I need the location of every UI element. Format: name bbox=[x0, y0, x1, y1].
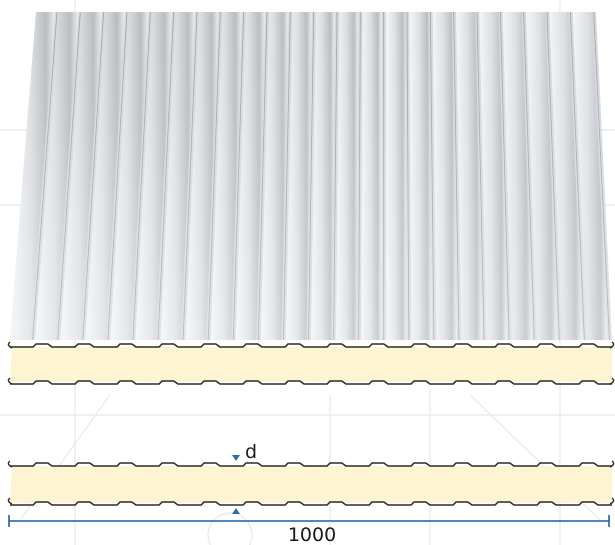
section-bottom-edge bbox=[10, 501, 612, 506]
core-body-section bbox=[10, 466, 612, 503]
width-label: 1000 bbox=[288, 524, 336, 545]
core-bottom-edge-upper bbox=[10, 380, 612, 385]
thickness-arrow-bottom bbox=[232, 508, 240, 514]
core-top-edge-upper bbox=[10, 343, 612, 348]
panel-cross-section bbox=[7, 460, 615, 506]
thickness-dimension: d bbox=[232, 441, 257, 514]
panel-core-upper bbox=[7, 341, 615, 385]
width-dimension: 1000 bbox=[8, 515, 610, 545]
thickness-arrow-top bbox=[232, 455, 240, 461]
panel-surface bbox=[10, 11, 612, 341]
core-body-upper bbox=[10, 347, 612, 382]
thickness-label: d bbox=[245, 441, 257, 463]
section-top-edge bbox=[10, 462, 612, 467]
